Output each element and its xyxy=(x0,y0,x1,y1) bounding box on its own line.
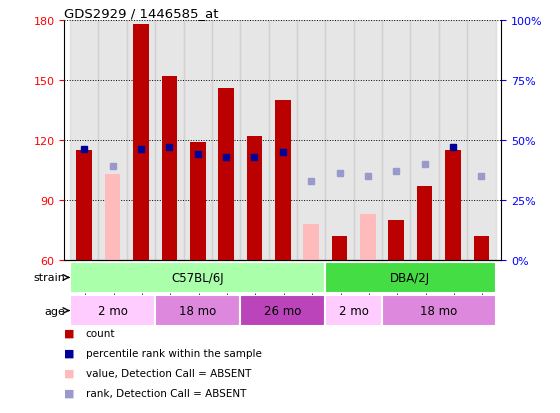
Text: DBA/2J: DBA/2J xyxy=(390,271,431,284)
Bar xyxy=(304,224,319,260)
Bar xyxy=(297,21,325,260)
Bar xyxy=(105,174,120,260)
Bar xyxy=(389,220,404,260)
Text: GDS2929 / 1446585_at: GDS2929 / 1446585_at xyxy=(64,7,219,19)
Text: ■: ■ xyxy=(64,348,75,358)
Bar xyxy=(155,21,184,260)
Bar xyxy=(190,142,206,260)
Bar xyxy=(240,21,269,260)
Bar xyxy=(275,100,291,260)
Bar xyxy=(133,25,149,260)
Text: ■: ■ xyxy=(64,388,75,398)
Text: strain: strain xyxy=(33,273,65,283)
Bar xyxy=(212,21,240,260)
Bar xyxy=(269,21,297,260)
Bar xyxy=(77,150,92,260)
Text: 2 mo: 2 mo xyxy=(97,304,128,317)
Bar xyxy=(70,295,155,326)
Text: rank, Detection Call = ABSENT: rank, Detection Call = ABSENT xyxy=(86,388,246,398)
Bar xyxy=(127,21,155,260)
Bar xyxy=(467,21,496,260)
Bar xyxy=(325,262,496,293)
Bar xyxy=(325,21,354,260)
Bar xyxy=(70,262,325,293)
Bar xyxy=(474,236,489,260)
Text: count: count xyxy=(86,328,115,338)
Bar xyxy=(184,21,212,260)
Text: percentile rank within the sample: percentile rank within the sample xyxy=(86,348,262,358)
Bar xyxy=(382,295,496,326)
Bar xyxy=(240,295,325,326)
Bar xyxy=(155,295,240,326)
Text: 26 mo: 26 mo xyxy=(264,304,301,317)
Text: 2 mo: 2 mo xyxy=(339,304,368,317)
Bar xyxy=(417,186,432,260)
Bar xyxy=(382,21,410,260)
Bar xyxy=(354,21,382,260)
Bar xyxy=(410,21,439,260)
Text: ■: ■ xyxy=(64,368,75,378)
Bar xyxy=(439,21,467,260)
Bar xyxy=(246,136,262,260)
Bar xyxy=(161,76,177,260)
Bar xyxy=(218,88,234,260)
Bar xyxy=(325,295,382,326)
Text: 18 mo: 18 mo xyxy=(420,304,458,317)
Bar xyxy=(70,21,99,260)
Text: value, Detection Call = ABSENT: value, Detection Call = ABSENT xyxy=(86,368,251,378)
Text: ■: ■ xyxy=(64,328,75,338)
Bar xyxy=(99,21,127,260)
Bar xyxy=(360,214,376,260)
Text: C57BL/6J: C57BL/6J xyxy=(171,271,224,284)
Text: age: age xyxy=(44,306,65,316)
Text: 18 mo: 18 mo xyxy=(179,304,216,317)
Bar xyxy=(445,150,461,260)
Bar xyxy=(332,236,347,260)
